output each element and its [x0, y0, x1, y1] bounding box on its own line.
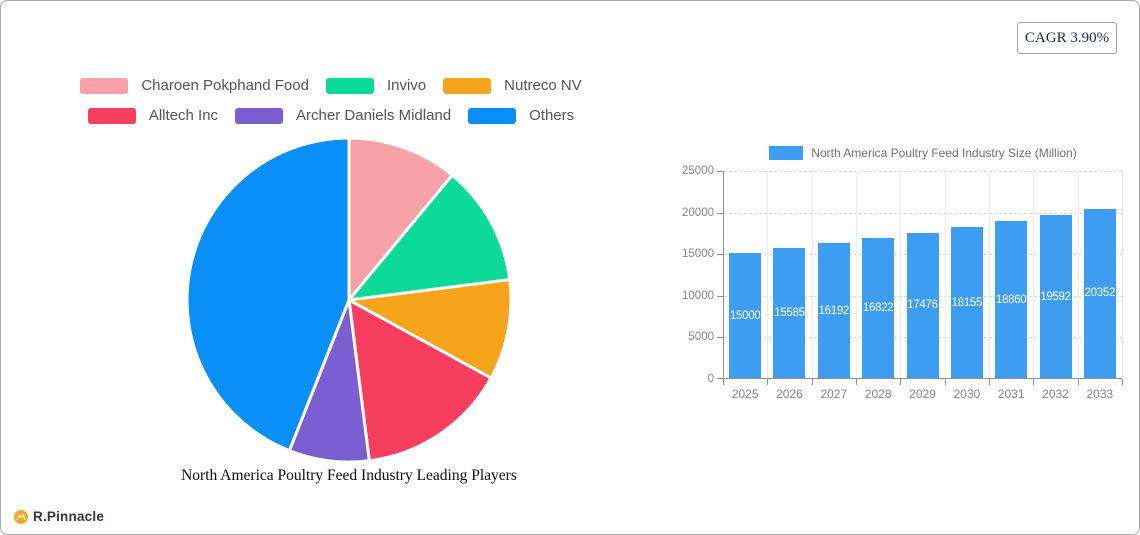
x-tick-mark [723, 379, 724, 385]
bar-2032[interactable]: 19592 [1039, 215, 1072, 378]
pie-chart-title: North America Poultry Feed Industry Lead… [181, 467, 517, 484]
x-axis-line [723, 378, 1122, 379]
pie-slice-0[interactable] [347, 136, 454, 302]
x-axis-label: 2026 [776, 387, 803, 401]
legend-label: Nutreco NV [504, 77, 582, 94]
bar-2029[interactable]: 17476 [906, 232, 939, 378]
x-tick-mark [1033, 379, 1035, 385]
legend-swatch [87, 108, 136, 124]
x-tick-mark [811, 379, 813, 385]
x-axis-label: 2029 [909, 387, 936, 401]
v-gridline [1077, 171, 1079, 378]
y-tick-label: 20000 [682, 206, 714, 219]
x-axis-label: 2031 [997, 387, 1025, 401]
pie-slice-3[interactable] [347, 298, 493, 463]
brand-name: R.Pinnacle [33, 509, 105, 524]
h-gridline [724, 171, 1122, 172]
legend-swatch [80, 78, 129, 94]
y-tick-mark [717, 254, 723, 256]
legend-label: Archer Daniels Midland [296, 107, 452, 124]
bar-2028[interactable]: 16822 [862, 238, 895, 378]
pie-legend-item[interactable]: Alltech Inc [87, 107, 219, 124]
y-tick-mark [717, 212, 723, 214]
x-tick-mark [855, 379, 857, 385]
pie-legend: Charoen Pokphand Food Invivo Nutreco NV All… [1, 78, 661, 124]
legend-label: Alltech Inc [148, 107, 219, 124]
legend-swatch [325, 78, 374, 94]
legend-swatch [235, 108, 284, 124]
y-axis-line [723, 171, 724, 380]
x-axis-label: 2030 [953, 387, 981, 401]
pie-chart [185, 136, 513, 464]
v-gridline [767, 171, 769, 378]
x-axis-label: 2033 [1086, 387, 1114, 401]
cagr-badge-label: CAGR 3.90% [1024, 29, 1110, 46]
legend-label: Charoen Pokphand Food [141, 77, 309, 94]
v-gridline [900, 171, 902, 378]
legend-label: Others [529, 107, 575, 124]
bar-value-label: 15585 [774, 307, 805, 320]
pinnacle-mountain-icon [14, 509, 28, 524]
bar-value-label: 16192 [818, 304, 850, 317]
brand-footer: R.Pinnacle [14, 509, 104, 524]
v-gridline [944, 171, 946, 378]
x-tick-mark [944, 379, 946, 385]
bar-chart-legend[interactable]: North America Poultry Feed Industry Size… [723, 145, 1123, 161]
pie-legend-item[interactable]: Nutreco NV [443, 78, 582, 94]
v-gridline [855, 171, 857, 378]
y-tick-mark [717, 295, 723, 297]
bar-legend-swatch [769, 146, 804, 160]
x-axis-label: 2028 [864, 387, 892, 401]
bar-2031[interactable]: 18860 [995, 221, 1028, 378]
y-tick-label: 0 [707, 373, 714, 385]
bar-2033[interactable]: 20352 [1083, 208, 1116, 378]
bar-value-label: 19592 [1040, 290, 1071, 303]
bar-value-label: 18860 [995, 293, 1027, 306]
bar-value-label: 15000 [729, 309, 761, 322]
x-axis-label: 2032 [1042, 387, 1069, 401]
bar-2026[interactable]: 15585 [773, 248, 806, 378]
y-tick-label: 25000 [682, 165, 714, 177]
x-axis-label: 2025 [731, 387, 759, 401]
bar-plot-area: 0 5000 10000 15000 20000 25000 15000 2025 15585 2… [682, 165, 1123, 401]
pie-legend-item[interactable]: Archer Daniels Midland [235, 108, 451, 124]
pie-legend-item[interactable]: Invivo [325, 77, 427, 94]
v-gridline [811, 171, 813, 378]
pie-slice-5[interactable] [185, 136, 351, 453]
pie-slice-2[interactable] [347, 278, 513, 380]
cagr-badge: CAGR 3.90% [1017, 22, 1117, 54]
pie-legend-item[interactable]: Charoen Pokphand Food [80, 78, 309, 94]
bar-2025[interactable]: 15000 [729, 253, 762, 378]
legend-swatch [468, 108, 517, 124]
bar-value-label: 17476 [907, 299, 938, 312]
x-tick-mark [1122, 379, 1123, 385]
bar-value-label: 18155 [951, 296, 983, 309]
pie-legend-row: Charoen Pokphand Food Invivo Nutreco NV [80, 77, 582, 94]
x-tick-mark [767, 379, 769, 385]
y-tick-mark [717, 337, 723, 339]
v-gridline [988, 171, 990, 378]
x-tick-mark [988, 379, 990, 385]
bar-value-label: 16822 [862, 302, 894, 314]
y-tick-mark [717, 171, 723, 172]
pie-legend-item[interactable]: Others [468, 108, 574, 124]
y-tick-mark [717, 378, 723, 379]
bar-value-label: 20352 [1084, 287, 1116, 300]
h-gridline [724, 212, 1122, 214]
x-tick-mark [900, 379, 902, 385]
y-tick-label: 10000 [682, 289, 714, 302]
y-tick-label: 5000 [688, 331, 714, 344]
bar-2027[interactable]: 16192 [817, 243, 850, 378]
legend-swatch [443, 78, 492, 94]
x-axis-label: 2027 [820, 387, 848, 401]
y-tick-label: 15000 [682, 248, 714, 261]
bar-legend-label: North America Poultry Feed Industry Size… [811, 146, 1077, 160]
pie-slice-1[interactable] [347, 173, 512, 302]
v-gridline [1033, 171, 1035, 378]
pie-legend-row: Alltech Inc Archer Daniels Midland Others [87, 107, 574, 124]
x-tick-mark [1077, 379, 1079, 385]
bar-2030[interactable]: 18155 [950, 227, 983, 378]
legend-label: Invivo [386, 77, 427, 94]
